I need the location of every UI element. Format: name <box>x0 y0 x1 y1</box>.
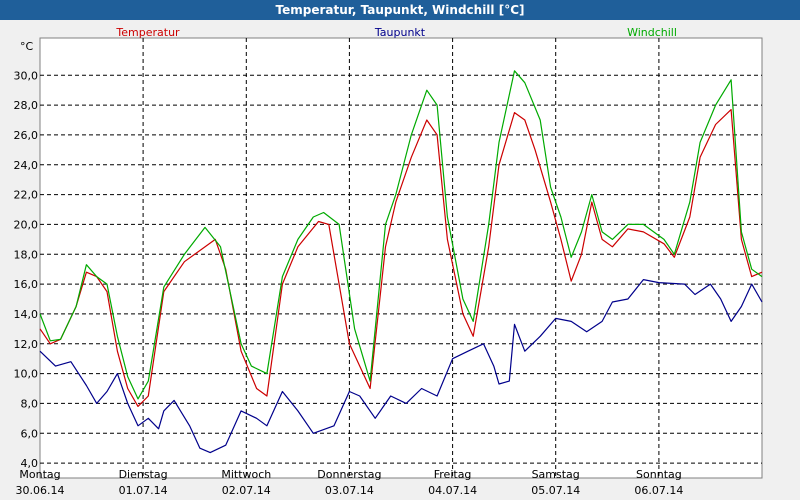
legend-temperatur: Temperatur <box>115 26 180 39</box>
temperature-chart: 4,0 6,0 8,0 10,0 12,0 14,0 16,0 18,0 20,0 22,0 24,… <box>14 26 763 497</box>
x-tick-day: Freitag <box>434 468 472 481</box>
series-line-temperatur <box>39 108 763 407</box>
y-tick-label: 14,0 <box>14 308 39 321</box>
x-tick-day: Dienstag <box>119 468 168 481</box>
y-axis-tick-labels: 4,0 6,0 8,0 10,0 12,0 14,0 16,0 18,0 20,0 22,0 24,… <box>14 69 39 470</box>
y-tick-label: 18,0 <box>14 248 39 261</box>
x-tick-date: 03.07.14 <box>325 484 374 497</box>
y-tick-label: 16,0 <box>14 278 39 291</box>
legend-taupunkt: Taupunkt <box>374 26 426 39</box>
x-tick-day: Samstag <box>532 468 580 481</box>
plot-area <box>39 37 763 479</box>
y-tick-label: 4,0 <box>21 457 39 470</box>
vertical-gridlines <box>142 38 660 478</box>
y-tick-label: 12,0 <box>14 338 39 351</box>
y-tick-label: 24,0 <box>14 159 39 172</box>
y-tick-label: 6,0 <box>21 427 39 440</box>
series-line-windchill <box>39 70 763 400</box>
x-tick-day: Mittwoch <box>221 468 271 481</box>
y-tick-label: 22,0 <box>14 189 39 202</box>
series-line-taupunkt <box>39 279 763 454</box>
x-tick-day: Montag <box>19 468 60 481</box>
x-tick-date: 04.07.14 <box>428 484 477 497</box>
y-tick-label: 20,0 <box>14 218 39 231</box>
x-tick-day: Sonntag <box>636 468 682 481</box>
y-tick-label: 10,0 <box>14 368 39 381</box>
y-axis-unit-label: °C <box>20 40 34 53</box>
legend-windchill: Windchill <box>627 26 677 39</box>
x-tick-day: Donnerstag <box>317 468 381 481</box>
horizontal-gridlines <box>40 74 762 464</box>
x-tick-date: 02.07.14 <box>222 484 271 497</box>
series-lines <box>39 70 763 454</box>
chart-window-title: Temperatur, Taupunkt, Windchill [°C] <box>0 0 800 20</box>
x-tick-date: 30.06.14 <box>16 484 65 497</box>
x-axis-tick-labels: Montag 30.06.14 Dienstag 01.07.14 Mittwoch 02… <box>16 468 684 497</box>
x-tick-date: 01.07.14 <box>119 484 168 497</box>
x-tick-date: 05.07.14 <box>531 484 580 497</box>
y-tick-label: 30,0 <box>14 69 39 82</box>
x-tick-date: 06.07.14 <box>634 484 683 497</box>
y-tick-label: 28,0 <box>14 99 39 112</box>
y-tick-label: 26,0 <box>14 129 39 142</box>
y-tick-label: 8,0 <box>21 397 39 410</box>
